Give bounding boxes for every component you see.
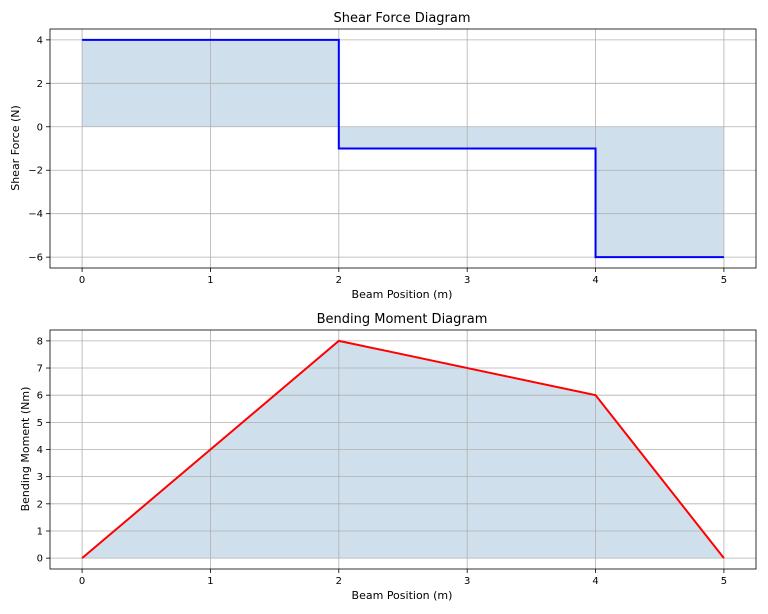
chart-title: Shear Force Diagram bbox=[333, 11, 470, 26]
x-tick-label: 5 bbox=[721, 275, 727, 286]
y-tick-label: 8 bbox=[37, 336, 43, 347]
y-tick-label: 4 bbox=[37, 35, 43, 46]
plot-area: 0 1 2 3 4 5 −6 −4 −2 0 2 4 bbox=[28, 28, 757, 286]
y-tick-label: 2 bbox=[37, 499, 43, 510]
x-axis-label: Beam Position (m) bbox=[352, 589, 453, 602]
y-axis-label: Shear Force (N) bbox=[9, 105, 22, 191]
x-tick-label: 1 bbox=[207, 576, 213, 587]
x-tick-label: 4 bbox=[592, 576, 598, 587]
y-tick-label: 2 bbox=[37, 79, 43, 90]
x-tick-label: 4 bbox=[592, 275, 598, 286]
series-line-0 bbox=[81, 339, 725, 559]
bending-moment-chart: Bending Moment Diagram Beam Position (m)… bbox=[19, 312, 757, 602]
plot-area: 0 1 2 3 4 5 0 1 2 3 4 5 6 7 8 bbox=[37, 329, 757, 587]
x-tick-label: 1 bbox=[207, 275, 213, 286]
y-tick-label: 0 bbox=[37, 554, 43, 565]
x-tick-label: 2 bbox=[336, 576, 342, 587]
chart-title: Bending Moment Diagram bbox=[317, 312, 488, 327]
y-tick-label: −6 bbox=[28, 253, 43, 264]
shear-force-chart: Shear Force Diagram Beam Position (m) Sh… bbox=[9, 11, 757, 301]
x-tick-label: 2 bbox=[336, 275, 342, 286]
x-tick-label: 3 bbox=[464, 275, 470, 286]
y-tick-label: 7 bbox=[37, 364, 43, 375]
y-tick-label: 0 bbox=[37, 122, 43, 133]
y-tick-label: 6 bbox=[37, 391, 43, 402]
series-line-0 bbox=[82, 38, 724, 259]
axes-frame bbox=[49, 28, 757, 269]
x-tick-label: 0 bbox=[79, 576, 85, 587]
y-tick-label: −4 bbox=[28, 209, 43, 220]
y-tick-label: 3 bbox=[37, 472, 43, 483]
y-tick-label: 4 bbox=[37, 445, 43, 456]
y-axis-label: Bending Moment (Nm) bbox=[19, 387, 32, 512]
x-tick-label: 0 bbox=[79, 275, 85, 286]
x-axis-label: Beam Position (m) bbox=[352, 288, 453, 301]
x-tick-label: 3 bbox=[464, 576, 470, 587]
y-tick-label: −2 bbox=[28, 166, 43, 177]
x-tick-label: 5 bbox=[721, 576, 727, 587]
y-tick-label: 1 bbox=[37, 526, 43, 537]
y-tick-label: 5 bbox=[37, 418, 43, 429]
